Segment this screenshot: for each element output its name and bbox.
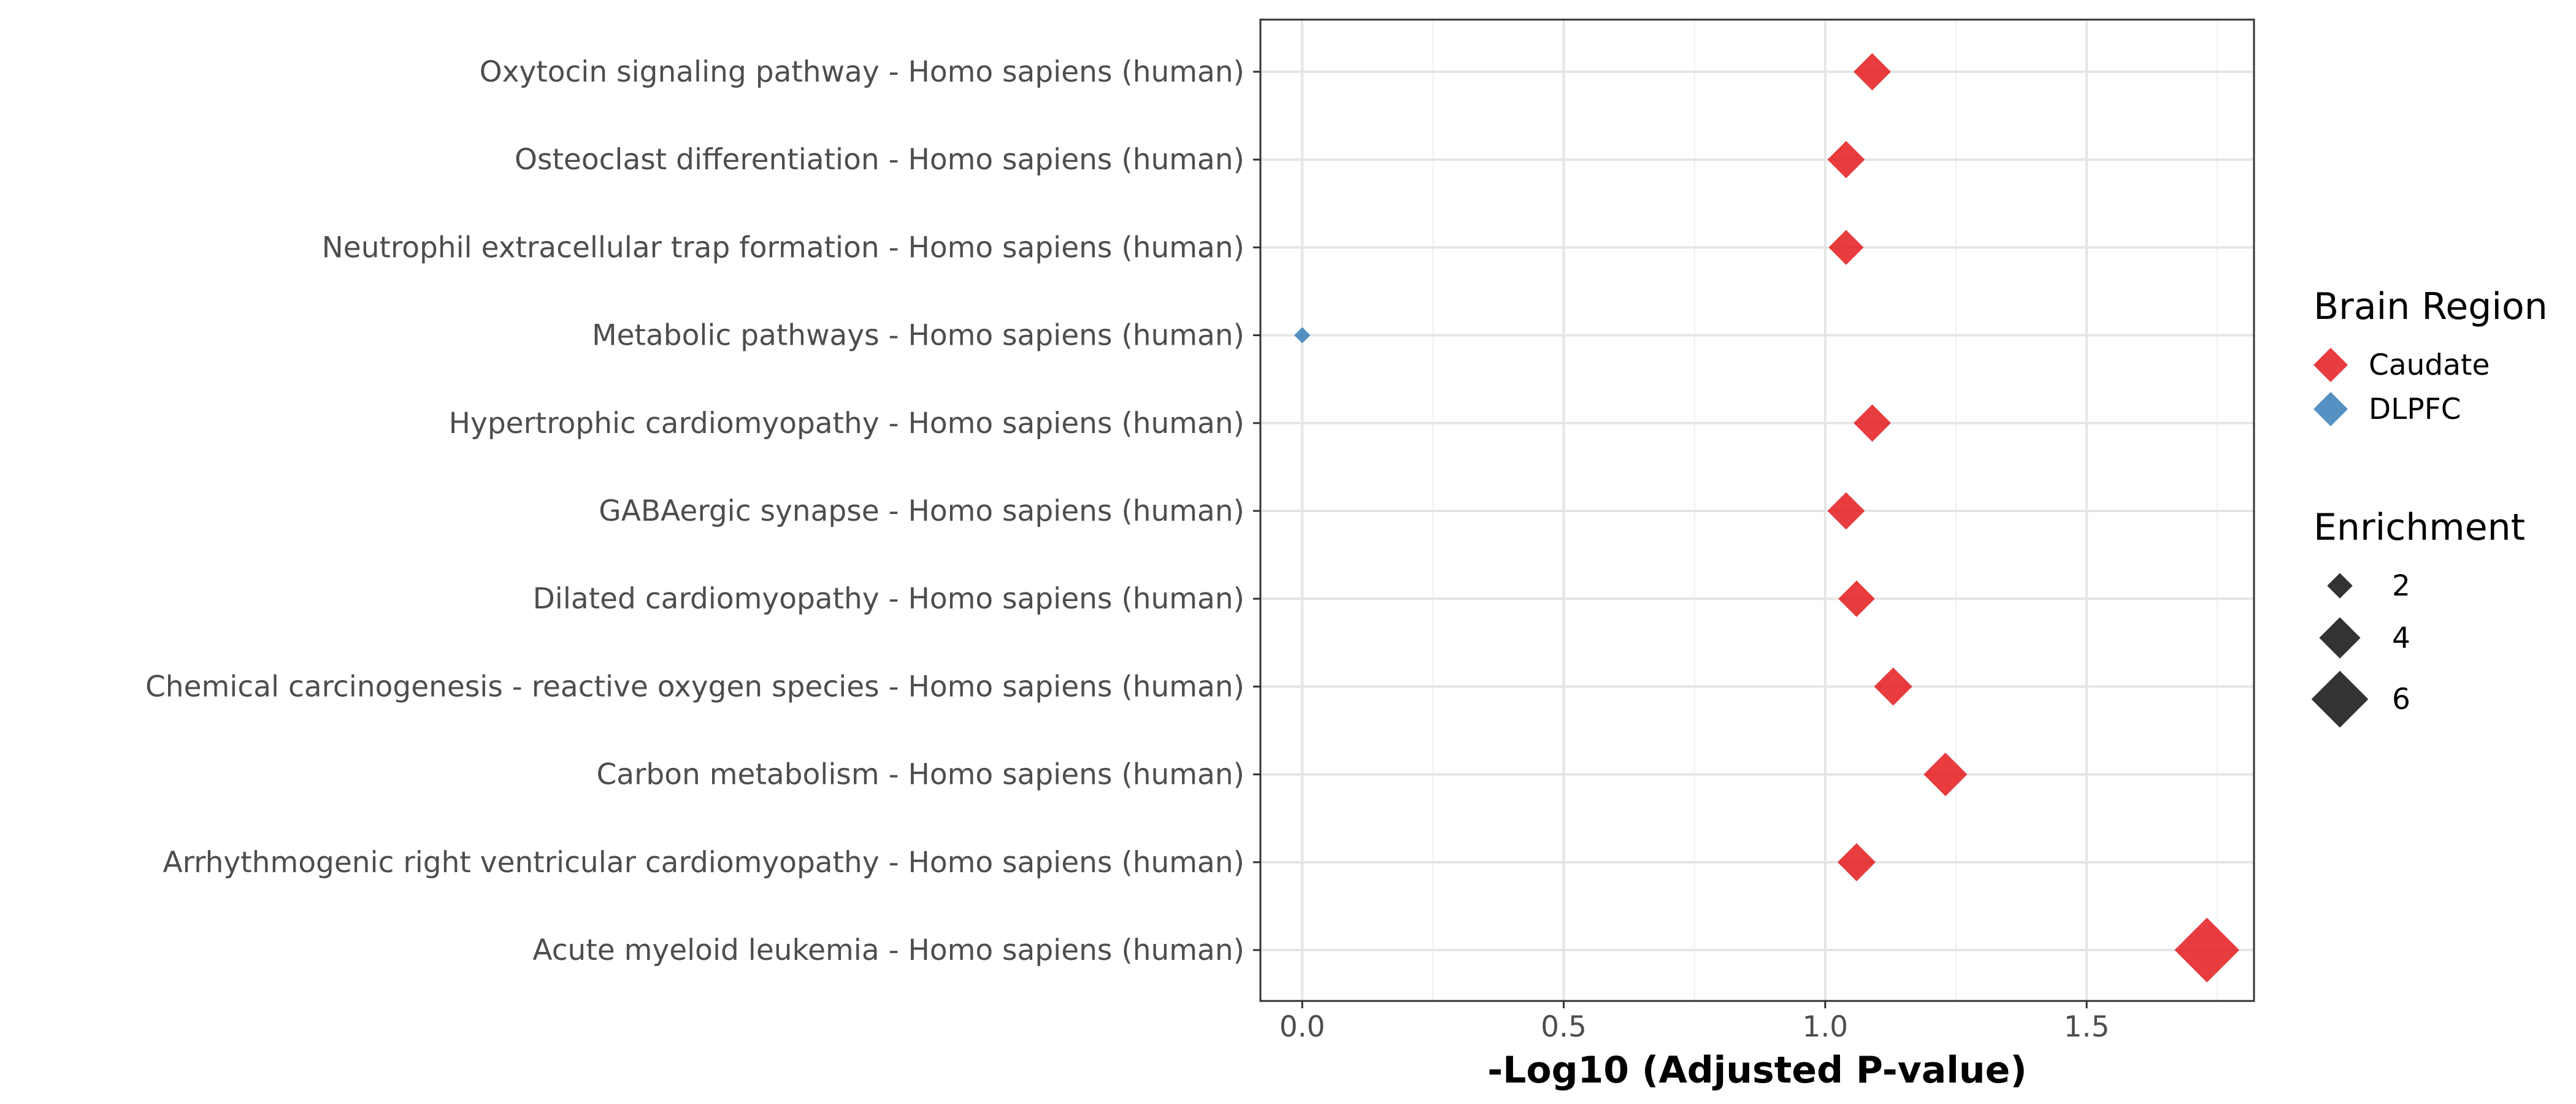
legend-color-title: Brain Region [2313,285,2548,328]
legend-size-key [2327,573,2353,599]
y-tick-label: Carbon metabolism - Homo sapiens (human) [596,758,1244,792]
x-tick-label: 0.5 [1541,1010,1587,1044]
data-point-diamond [1827,492,1865,530]
y-tick-label: Acute myeloid leukemia - Homo sapiens (h… [532,933,1244,967]
y-tick-label: GABAergic synapse - Homo sapiens (human) [599,494,1244,528]
legend-color-label: DLPFC [2369,393,2461,426]
x-tick-label: 0.0 [1279,1010,1325,1044]
y-tick-label: Hypertrophic cardiomyopathy - Homo sapie… [449,407,1244,440]
data-point-diamond [1838,580,1875,617]
legend-size-key [2311,670,2369,728]
grid-lines [1260,20,2254,1001]
data-point-diamond [2174,918,2240,983]
legend-brain-region: Brain Region Caudate DLPFC [2313,285,2548,426]
legend-color-key [2313,392,2348,426]
legend-size-label: 6 [2392,683,2410,716]
legend-size-label: 4 [2392,621,2410,655]
data-points [1294,53,2240,983]
data-point-diamond [1827,140,1865,178]
legend-size-key [2319,617,2361,659]
y-axis: Oxytocin signaling pathway - Homo sapien… [145,55,1260,967]
y-tick-label: Neutrophil extracellular trap formation … [322,231,1244,264]
y-tick-label: Chemical carcinogenesis - reactive oxyge… [145,670,1244,703]
legend-color-key [2313,348,2348,382]
data-point-diamond [1923,753,1968,797]
legend-enrichment: Enrichment 2 4 6 [2311,506,2525,728]
y-tick-label: Metabolic pathways - Homo sapiens (human… [592,319,1244,353]
legend-size-label: 2 [2392,569,2410,603]
y-tick-label: Arrhythmogenic right ventricular cardiom… [163,846,1245,880]
data-point-diamond [1874,667,1912,706]
legend-color-label: Caudate [2369,348,2490,382]
x-tick-label: 1.0 [1802,1010,1848,1044]
data-point-diamond [1837,843,1876,881]
data-point-diamond [1294,327,1311,343]
x-axis: 0.0 0.5 1.0 1.5 [1279,1001,2110,1044]
legend-size-title: Enrichment [2313,506,2525,549]
data-point-diamond [1828,229,1864,265]
y-tick-label: Dilated cardiomyopathy - Homo sapiens (h… [533,582,1244,616]
data-point-diamond [1853,53,1891,91]
x-tick-label: 1.5 [2064,1010,2110,1044]
y-tick-label: Oxytocin signaling pathway - Homo sapien… [480,55,1244,89]
x-axis-title: -Log10 (Adjusted P-value) [1487,1049,2027,1092]
data-point-diamond [1853,404,1891,442]
y-tick-label: Osteoclast differentiation - Homo sapien… [515,143,1244,177]
